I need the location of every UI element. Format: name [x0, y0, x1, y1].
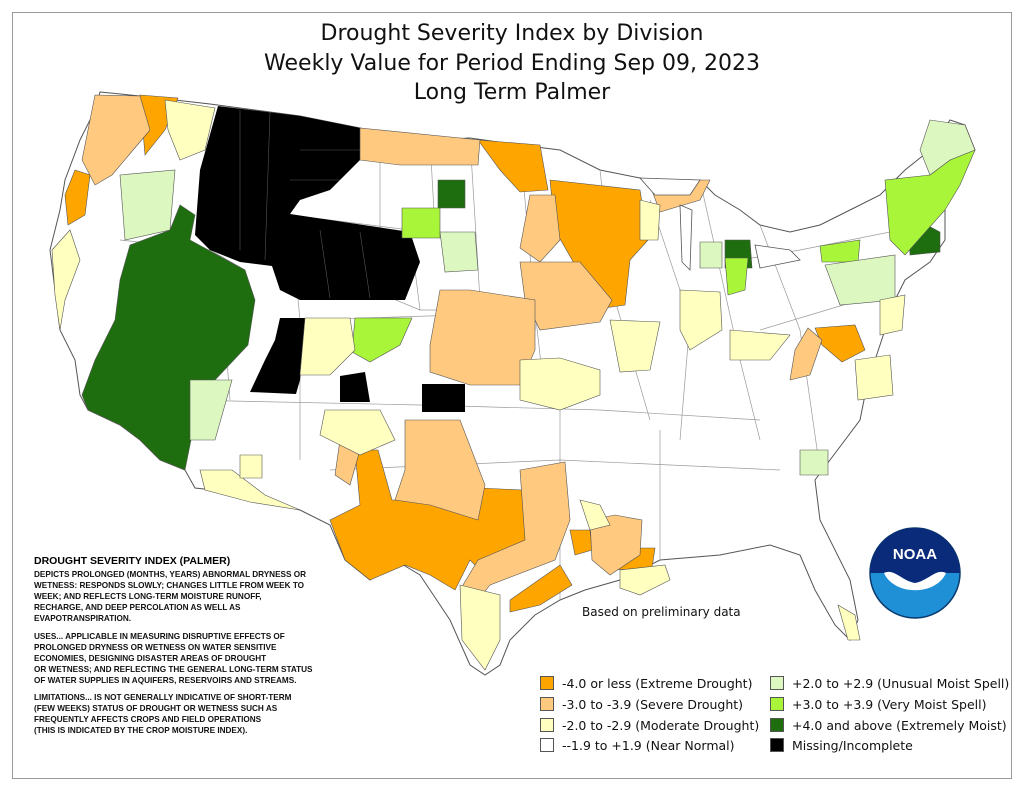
legend-swatch — [540, 697, 554, 711]
legend-swatch — [770, 697, 784, 711]
legend-entry: -3.0 to -3.9 (Severe Drought) — [540, 694, 743, 714]
legend-swatch — [770, 676, 784, 690]
legend-swatch — [540, 718, 554, 732]
legend-entry: +4.0 and above (Extremely Moist) — [770, 715, 1007, 735]
title-line-2: Weekly Value for Period Ending Sep 09, 2… — [264, 51, 760, 76]
legend-swatch — [770, 718, 784, 732]
info-uses-text: USES... APPLICABLE IN MEASURING DISRUPTI… — [34, 632, 313, 685]
legend-entry: -2.0 to -2.9 (Moderate Drought) — [540, 715, 759, 735]
legend-label: -3.0 to -3.9 (Severe Drought) — [562, 696, 744, 712]
legend-label: +2.0 to +2.9 (Unusual Moist Spell) — [792, 675, 1010, 691]
missing-areas — [195, 106, 465, 412]
info-limitations-text: LIMITATIONS... IS NOT GENERALLY INDICATI… — [34, 693, 292, 735]
legend-label: Missing/Incomplete — [792, 737, 913, 753]
info-description-text: DEPICTS PROLONGED (MONTHS, YEARS) ABNORM… — [34, 570, 307, 623]
legend-swatch — [540, 738, 554, 752]
missing-division-lines — [239, 110, 371, 299]
info-uses: USES... APPLICABLE IN MEASURING DISRUPTI… — [34, 631, 364, 686]
legend-swatch — [540, 676, 554, 690]
unusual-moist-areas — [119, 119, 976, 476]
legend-entry: -4.0 or less (Extreme Drought) — [540, 673, 752, 693]
legend-label: --1.9 to +1.9 (Near Normal) — [562, 737, 735, 753]
extreme-drought-areas — [64, 94, 866, 613]
legend-label: -4.0 or less (Extreme Drought) — [562, 675, 753, 691]
noaa-logo: NOAA — [869, 527, 961, 619]
legend-entry: +2.0 to +2.9 (Unusual Moist Spell) — [770, 673, 1009, 693]
legend-label: +3.0 to +3.9 (Very Moist Spell) — [792, 696, 987, 712]
info-description: DEPICTS PROLONGED (MONTHS, YEARS) ABNORM… — [34, 569, 364, 624]
noaa-logo-text: NOAA — [893, 546, 937, 563]
preliminary-note: Based on preliminary data — [582, 605, 741, 619]
legend-label: +4.0 and above (Extremely Moist) — [792, 717, 1007, 733]
legend-swatch — [770, 738, 784, 752]
legend-entry: Missing/Incomplete — [770, 735, 913, 755]
moderate-drought-areas — [51, 99, 906, 671]
title-line-1: Drought Severity Index by Division — [320, 21, 704, 46]
legend-entry: --1.9 to +1.9 (Near Normal) — [540, 735, 735, 755]
title-line-3: Long Term Palmer — [413, 80, 611, 105]
great-lakes — [639, 177, 801, 271]
info-heading: DROUGHT SEVERITY INDEX (PALMER) — [34, 555, 231, 567]
map-frame — [12, 12, 1012, 779]
legend-label: -2.0 to -2.9 (Moderate Drought) — [562, 717, 760, 733]
severe-drought-areas — [81, 94, 823, 601]
info-limitations: LIMITATIONS... IS NOT GENERALLY INDICATI… — [34, 692, 364, 736]
legend-entry: +3.0 to +3.9 (Very Moist Spell) — [770, 694, 987, 714]
